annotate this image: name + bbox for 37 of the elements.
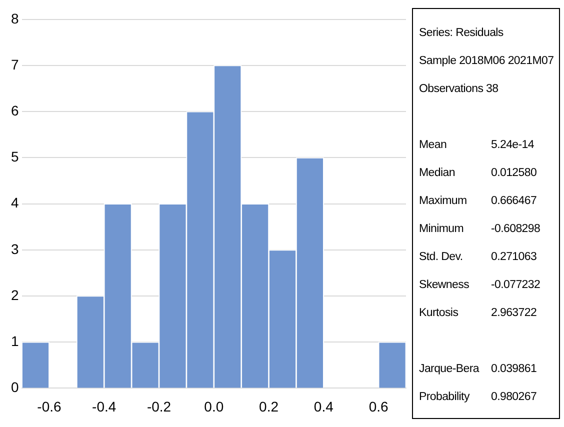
text: Minimum — [419, 222, 465, 237]
text: -0.077232 — [491, 278, 540, 293]
x-tick-label: -0.4 — [92, 398, 116, 414]
text: 0.012580 — [491, 166, 537, 181]
x-tick-label: 0.6 — [368, 398, 388, 414]
text: Skewness — [419, 278, 470, 293]
text: Sample 2018M06 2021M07 — [419, 54, 555, 69]
y-tick-label: 2 — [10, 286, 19, 303]
y-tick-label: 3 — [10, 240, 19, 257]
text: 0.666467 — [491, 194, 537, 209]
text: 0.980267 — [491, 390, 537, 405]
y-tick-label: 8 — [10, 10, 19, 26]
x-tick-label: 0.0 — [204, 398, 224, 414]
y-tick-label: 5 — [10, 148, 19, 165]
text: Series: Residuals — [419, 26, 504, 41]
text: Kurtosis — [419, 306, 460, 321]
x-tick-label: -0.2 — [146, 398, 172, 414]
text: -0.608298 — [491, 222, 540, 237]
text: Probability — [419, 390, 470, 405]
y-tick-label: 6 — [10, 102, 19, 118]
text: Median — [419, 166, 456, 181]
text: 0.039861 — [491, 362, 537, 377]
text: Mean — [419, 138, 448, 153]
x-tick-label: -0.6 — [37, 398, 62, 414]
x-tick-label: 0.4 — [314, 398, 334, 414]
y-tick-label: 1 — [10, 332, 19, 349]
text: Maximum — [419, 194, 468, 209]
y-tick-label: 0 — [10, 379, 19, 396]
text: 2.963722 — [491, 306, 537, 321]
y-tick-label: 4 — [10, 194, 19, 211]
text: 5.24e-14 — [491, 138, 534, 153]
text: Observations 38 — [419, 82, 500, 97]
text: Jarque-Bera — [419, 362, 480, 377]
text: Std. Dev. — [419, 250, 464, 265]
x-tick-label: 0.2 — [259, 398, 279, 414]
text: 0.271063 — [491, 250, 537, 265]
y-tick-label: 7 — [10, 56, 19, 72]
